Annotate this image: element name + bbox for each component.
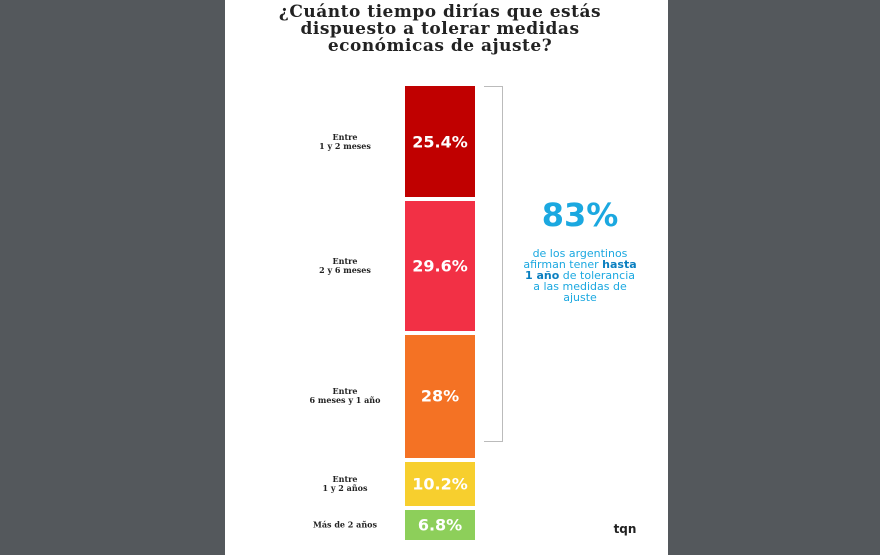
annotation-text-after: de tolerancia a las medidas de ajuste	[533, 269, 635, 304]
value-label: 10.2%	[412, 474, 468, 494]
bar-segment	[405, 201, 475, 331]
category-label: Más de 2 años	[313, 519, 377, 530]
category-label: Entre 6 meses y 1 año	[309, 386, 381, 406]
annotation-text: de los argentinos afirman tener hasta 1 …	[520, 248, 640, 303]
category-label: Entre 1 y 2 años	[322, 473, 368, 493]
category-label: Entre 1 y 2 meses	[319, 131, 371, 151]
bar-segment	[405, 461, 475, 507]
annotation-value: 83%	[541, 196, 619, 234]
bar-segment	[405, 510, 475, 540]
value-label: 29.6%	[412, 256, 468, 276]
category-label: Entre 2 y 6 meses	[319, 256, 371, 276]
value-label: 25.4%	[412, 132, 468, 152]
annotation-text-bold: hasta 1 año	[525, 258, 637, 282]
bar-segment	[405, 86, 475, 198]
bracket	[484, 86, 503, 442]
chart-title: ¿Cuánto tiempo dirías que estás dispuest…	[278, 2, 602, 56]
logo: tqn	[613, 522, 637, 536]
annotation-text-before: de los argentinos afirman tener	[523, 247, 628, 271]
value-label: 6.8%	[417, 515, 463, 535]
value-label: 28%	[420, 386, 460, 406]
bar-segment	[405, 334, 475, 458]
